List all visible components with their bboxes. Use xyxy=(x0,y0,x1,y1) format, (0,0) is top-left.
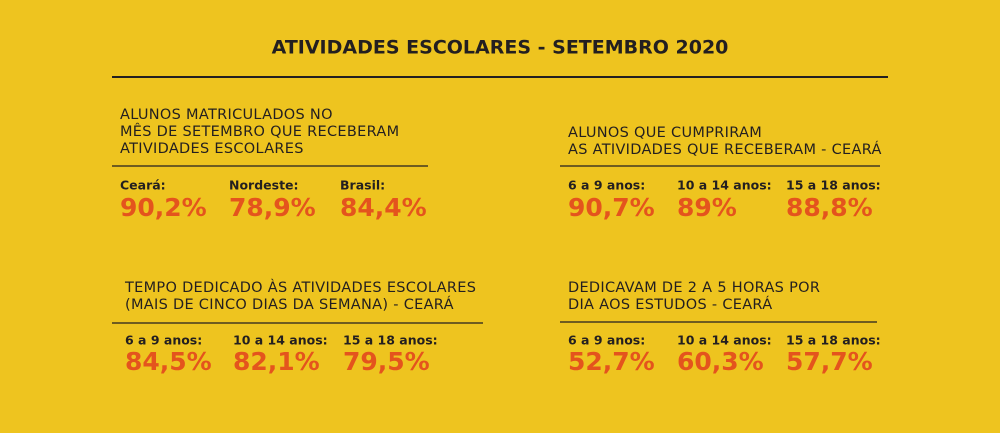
stat-value: 78,9% xyxy=(229,193,316,222)
panel-heading: AS ATIVIDADES QUE RECEBERAM - CEARÁ xyxy=(568,141,882,158)
panel-heading: (MAIS DE CINCO DIAS DA SEMANA) - CEARÁ xyxy=(125,296,454,313)
panel-heading: ALUNOS MATRICULADOS NO xyxy=(120,107,333,123)
panel-heading: DEDICAVAM DE 2 A 5 HORAS POR xyxy=(568,280,820,296)
stat-label: Nordeste: xyxy=(229,178,299,193)
stat-value: 90,2% xyxy=(120,193,207,222)
stat-label: Brasil: xyxy=(340,178,385,193)
stat-value: 88,8% xyxy=(786,193,873,222)
stat-label: 15 a 18 anos: xyxy=(786,178,881,193)
panel-heading: ATIVIDADES ESCOLARES xyxy=(120,141,304,157)
stat-value: 84,5% xyxy=(125,347,212,376)
stat-label: 6 a 9 anos: xyxy=(568,178,645,193)
stat-label: 10 a 14 anos: xyxy=(677,178,772,193)
title: ATIVIDADES ESCOLARES - SETEMBRO 2020 xyxy=(272,37,729,59)
stat-value: 89% xyxy=(677,193,737,222)
stat-label: 10 a 14 anos: xyxy=(677,333,772,348)
stat-value: 79,5% xyxy=(343,347,430,376)
stat-value: 84,4% xyxy=(340,193,427,222)
stat-label: 6 a 9 anos: xyxy=(568,333,645,348)
stat-value: 60,3% xyxy=(677,347,764,376)
panel-heading: ALUNOS QUE CUMPRIRAM xyxy=(568,125,762,141)
stat-label: 15 a 18 anos: xyxy=(343,333,438,348)
stat-label: Ceará: xyxy=(120,178,166,193)
stat-value: 52,7% xyxy=(568,347,655,376)
stat-label: 10 a 14 anos: xyxy=(233,333,328,348)
panel-heading: DIA AOS ESTUDOS - CEARÁ xyxy=(568,296,772,313)
stat-label: 15 a 18 anos: xyxy=(786,333,881,348)
stat-label: 6 a 9 anos: xyxy=(125,333,202,348)
panel-heading: MÊS DE SETEMBRO QUE RECEBERAM xyxy=(120,122,399,140)
panel-heading: TEMPO DEDICADO ÀS ATIVIDADES ESCOLARES xyxy=(124,279,476,296)
stat-value: 90,7% xyxy=(568,193,655,222)
stat-value: 82,1% xyxy=(233,347,320,376)
stat-value: 57,7% xyxy=(786,347,873,376)
